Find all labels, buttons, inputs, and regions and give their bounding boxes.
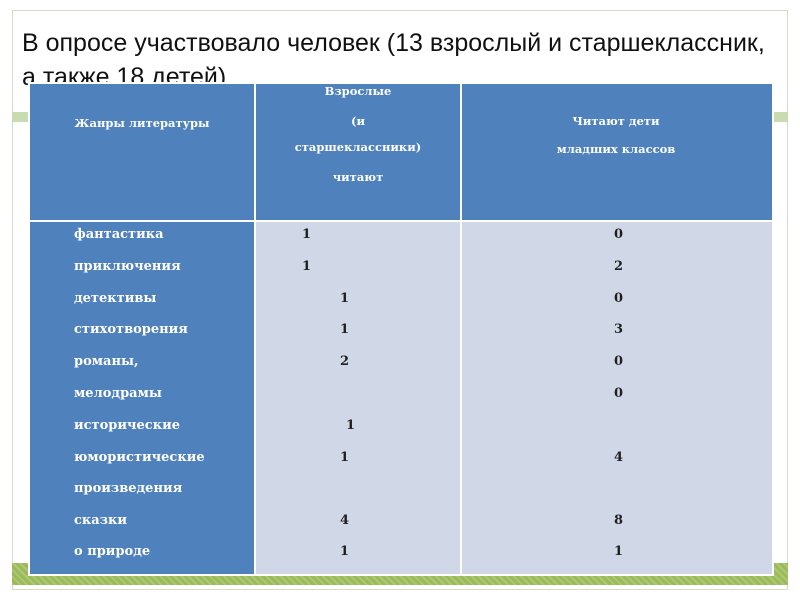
kids-value: 1	[614, 544, 624, 559]
kids-value: 4	[614, 450, 624, 465]
adults-value: 1	[302, 259, 312, 274]
genre-label: юмористические	[74, 450, 205, 465]
kids-value: 0	[614, 291, 624, 306]
genre-label: сказки	[74, 513, 128, 528]
adults-value: 4	[340, 513, 350, 528]
header-kids-cell: Читают дети младших классов	[462, 82, 774, 222]
adults-value: 1	[302, 227, 312, 242]
adults-value: 1	[340, 322, 350, 337]
header-kids-line2: младших классов	[556, 142, 676, 156]
adults-column: 1 1 1 1 2 1 1 4 1	[256, 222, 462, 576]
genre-label: приключения	[74, 259, 181, 274]
header-kids-line1: Читают дети	[572, 114, 660, 128]
adults-value: 1	[340, 544, 350, 559]
adults-value: 2	[340, 354, 350, 369]
header-adults-line3: старшеклассники)	[294, 140, 422, 154]
genre-label: о природе	[74, 544, 151, 559]
genre-label: мелодрамы	[74, 386, 162, 401]
adults-value: 1	[340, 450, 350, 465]
genre-label: произведения	[74, 481, 183, 496]
kids-column: 0 2 0 3 0 0 4 8 1	[462, 222, 774, 576]
adults-value: 1	[346, 418, 356, 433]
kids-value: 8	[614, 513, 624, 528]
header-adults-line4: читают	[332, 170, 384, 184]
genre-label: детективы	[74, 291, 157, 306]
kids-value: 0	[614, 354, 624, 369]
kids-value: 2	[614, 259, 624, 274]
adults-value: 1	[340, 291, 350, 306]
genre-label: фантастика	[74, 227, 164, 242]
header-adults-line2: (и	[351, 114, 365, 128]
header-genre: Жанры литературы	[74, 116, 210, 130]
genre-label: стихотворения	[74, 322, 188, 337]
kids-value: 0	[614, 386, 624, 401]
kids-value: 0	[614, 227, 624, 242]
genres-column: фантастика приключения детективы стихотв…	[28, 222, 256, 576]
genre-label: романы,	[74, 354, 139, 369]
kids-value: 3	[614, 322, 624, 337]
header-adults-cell: Взрослые (и старшеклассники) читают	[256, 82, 462, 222]
header-genre-cell: Жанры литературы	[28, 82, 256, 222]
genre-label: исторические	[74, 418, 181, 433]
header-adults-line1: Взрослые	[324, 84, 392, 98]
survey-table: Жанры литературы Взрослые (и старшекласс…	[28, 82, 774, 576]
